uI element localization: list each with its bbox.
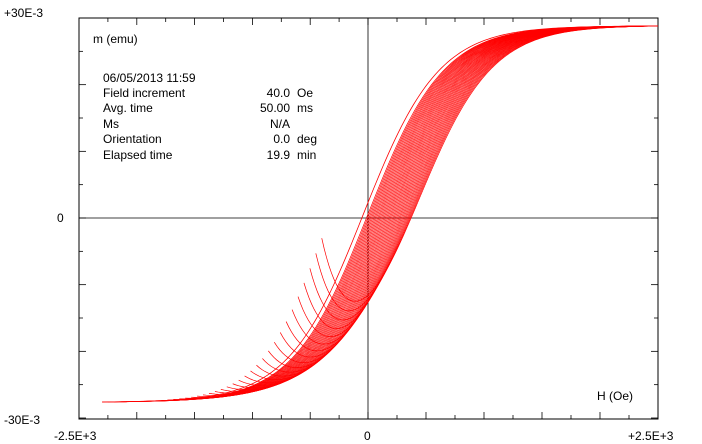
measurement-info: 06/05/2013 11:59 Field increment 40.0 Oe… bbox=[103, 71, 317, 162]
info-value-orientation: 0.0 bbox=[273, 132, 290, 146]
y-tick-label-top: +30E-3 bbox=[4, 6, 43, 20]
info-label-elapsed-time: Elapsed time bbox=[103, 148, 173, 162]
info-value-ms: N/A bbox=[270, 117, 290, 131]
info-unit-elapsed-time: min bbox=[297, 148, 316, 162]
info-value-avg-time: 50.00 bbox=[260, 101, 290, 115]
y-axis-label: m (emu) bbox=[93, 32, 138, 46]
x-tick-label-zero: 0 bbox=[364, 429, 371, 443]
info-unit-field-increment: Oe bbox=[297, 86, 313, 100]
forc-curve bbox=[321, 25, 659, 302]
info-value-field-increment: 40.0 bbox=[267, 86, 291, 100]
x-tick-label-left: -2.5E+3 bbox=[54, 429, 97, 443]
info-label-field-increment: Field increment bbox=[103, 86, 186, 100]
forc-curves bbox=[102, 25, 659, 403]
info-unit-orientation: deg bbox=[297, 132, 317, 146]
info-label-avg-time: Avg. time bbox=[103, 101, 153, 115]
major-branch-curve bbox=[102, 25, 659, 403]
info-label-orientation: Orientation bbox=[103, 132, 162, 146]
y-tick-label-bottom: -30E-3 bbox=[4, 413, 40, 427]
info-value-elapsed-time: 19.9 bbox=[267, 148, 291, 162]
x-axis-label: H (Oe) bbox=[597, 389, 633, 403]
x-tick-label-right: +2.5E+3 bbox=[628, 429, 674, 443]
info-label-ms: Ms bbox=[103, 117, 119, 131]
info-timestamp: 06/05/2013 11:59 bbox=[103, 71, 196, 85]
info-unit-avg-time: ms bbox=[297, 101, 313, 115]
y-tick-label-zero: 0 bbox=[57, 211, 64, 225]
